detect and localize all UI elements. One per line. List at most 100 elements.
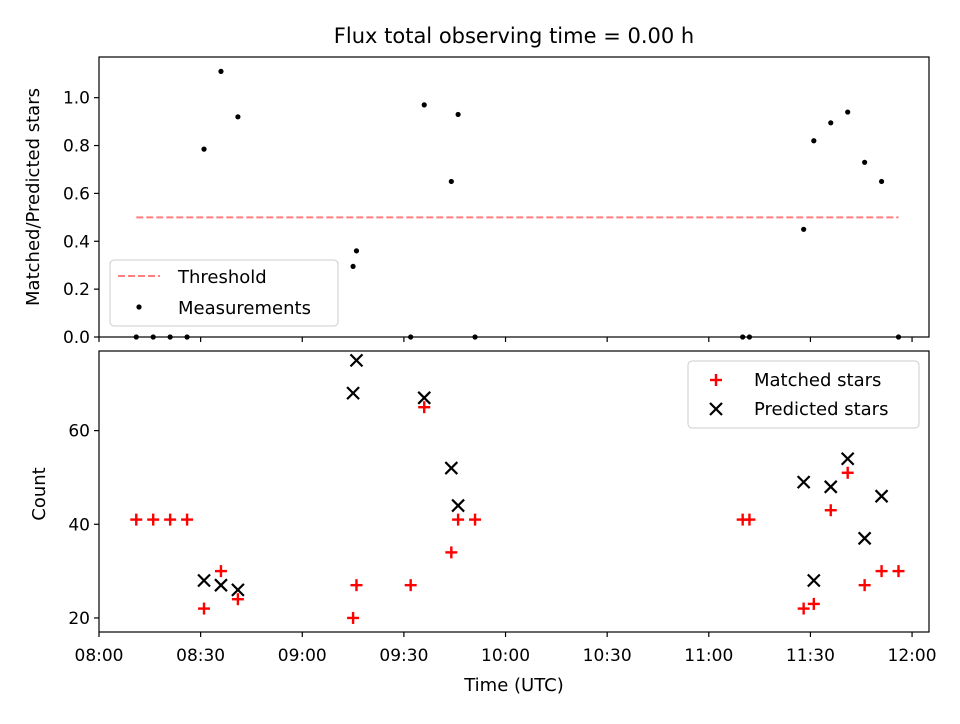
predicted-star-point [197, 573, 211, 588]
predicted-star-point [857, 531, 872, 546]
predicted-star-stroke-b [214, 578, 228, 592]
x-tick-label: 09:00 [278, 646, 327, 666]
legend-matched-swatch [710, 374, 722, 386]
measurement-point [448, 178, 454, 185]
measurement-point [201, 146, 207, 152]
x-tick-label: 09:30 [379, 646, 428, 666]
bottom-y-ticks: 20 40 60 [68, 422, 99, 629]
bottom-plot-frame [98, 350, 930, 633]
bottom-legend: Matched stars Predicted stars [687, 360, 920, 429]
top-y-axis-label: Matched/Predicted stars [23, 88, 44, 306]
measurement-point [811, 138, 817, 144]
measurement-point [235, 114, 241, 120]
predicted-star-stroke-b [349, 353, 364, 368]
predicted-star-point [823, 480, 838, 494]
matched-star-point [807, 597, 820, 610]
predicted-star-point [807, 573, 821, 588]
legend-matched-label: Matched stars [754, 370, 881, 391]
predicted-star-point [796, 475, 811, 489]
x-tick-label: 10:30 [583, 646, 632, 666]
measurement-point [801, 226, 807, 232]
predicted-star-stroke-b [796, 475, 811, 489]
predicted-star-stroke-b [444, 461, 459, 475]
bottom-panel: 20 40 60 08:00 08:30 09:00 09:30 10:00 10:30 11:… [29, 350, 937, 696]
matched-star-point [147, 513, 160, 526]
predicted-stars-points [197, 353, 889, 597]
bottom-x-ticks: 08:00 08:30 09:00 09:30 10:00 10:30 11:00 11:30… [75, 632, 937, 666]
bottom-y-tick-label: 60 [68, 422, 90, 442]
matched-star-point [404, 579, 417, 592]
x-tick-label: 11:00 [684, 646, 733, 666]
predicted-star-point [444, 461, 459, 475]
matched-star-point [164, 513, 177, 526]
bottom-y-tick-label: 40 [68, 515, 90, 535]
predicted-star-stroke-b [874, 489, 889, 503]
top-legend-box [109, 259, 339, 327]
matched-star-point [452, 513, 465, 526]
top-y-tick-label: 0.0 [63, 328, 90, 348]
legend-predicted-label: Predicted stars [754, 399, 888, 420]
predicted-star-stroke-b [807, 573, 821, 588]
matched-star-point [892, 565, 905, 578]
matched-star-point [198, 602, 211, 615]
x-tick-label: 12:00 [888, 646, 937, 666]
top-y-tick-label: 0.6 [63, 184, 90, 204]
matched-star-point [841, 466, 854, 479]
x-tick-label: 11:30 [786, 646, 835, 666]
matched-star-point [469, 513, 482, 526]
top-y-ticks: 0.0 0.2 0.4 0.6 0.8 1.0 [63, 89, 99, 348]
measurement-point [218, 68, 224, 74]
x-tick-label: 08:30 [176, 646, 225, 666]
matched-star-point [214, 565, 227, 578]
predicted-star-stroke-b [840, 451, 855, 466]
predicted-star-stroke-b [417, 391, 432, 405]
matched-star-point [743, 513, 756, 526]
measurement-point [845, 109, 851, 115]
legend-predicted-swatch [709, 402, 723, 416]
top-plot-frame [98, 56, 930, 338]
predicted-star-stroke-b [451, 498, 465, 513]
matched-star-point [347, 611, 360, 624]
predicted-star-point [840, 451, 855, 466]
predicted-star-point [214, 578, 228, 592]
top-panel: 0.0 0.2 0.4 0.6 0.8 1.0 Matched/Predicted sta… [23, 56, 930, 348]
predicted-star-point [874, 489, 889, 503]
matched-star-point [797, 602, 810, 615]
predicted-star-stroke-b [197, 573, 211, 588]
measurement-point [828, 120, 834, 126]
predicted-star-stroke-b [823, 480, 838, 494]
matched-stars-points [130, 401, 905, 624]
measurement-point [421, 102, 427, 108]
x-axis-label: Time (UTC) [463, 675, 564, 696]
top-y-tick-label: 0.8 [63, 137, 90, 157]
predicted-star-stroke-b [346, 386, 360, 400]
predicted-star-point [451, 498, 465, 513]
chart-title: Flux total observing time = 0.00 h [334, 24, 694, 48]
top-x-ticks [98, 337, 913, 342]
matched-star-point [875, 565, 888, 578]
matched-star-point [350, 579, 363, 592]
measurement-point [878, 178, 885, 185]
measurement-point [862, 159, 868, 165]
x-tick-label: 10:00 [481, 646, 530, 666]
measurement-point [353, 248, 360, 254]
bottom-y-axis-label: Count [29, 467, 50, 520]
top-legend: Threshold Measurements [109, 259, 339, 327]
legend-measurements-swatch [136, 304, 142, 310]
matched-star-point [130, 513, 143, 526]
bottom-legend-box [687, 360, 920, 429]
top-y-tick-label: 1.0 [63, 89, 90, 109]
measurement-point [455, 111, 461, 118]
matched-star-point [181, 513, 194, 526]
predicted-star-point [346, 386, 360, 400]
matched-star-point [231, 593, 244, 606]
predicted-star-stroke-b [857, 531, 872, 546]
top-y-tick-label: 0.4 [63, 232, 90, 252]
measurement-point [350, 263, 356, 270]
x-tick-label: 08:00 [75, 646, 124, 666]
bottom-y-tick-label: 20 [68, 609, 90, 629]
predicted-star-point [417, 391, 432, 405]
matched-star-point [824, 504, 837, 517]
predicted-star-stroke-b [231, 583, 245, 597]
